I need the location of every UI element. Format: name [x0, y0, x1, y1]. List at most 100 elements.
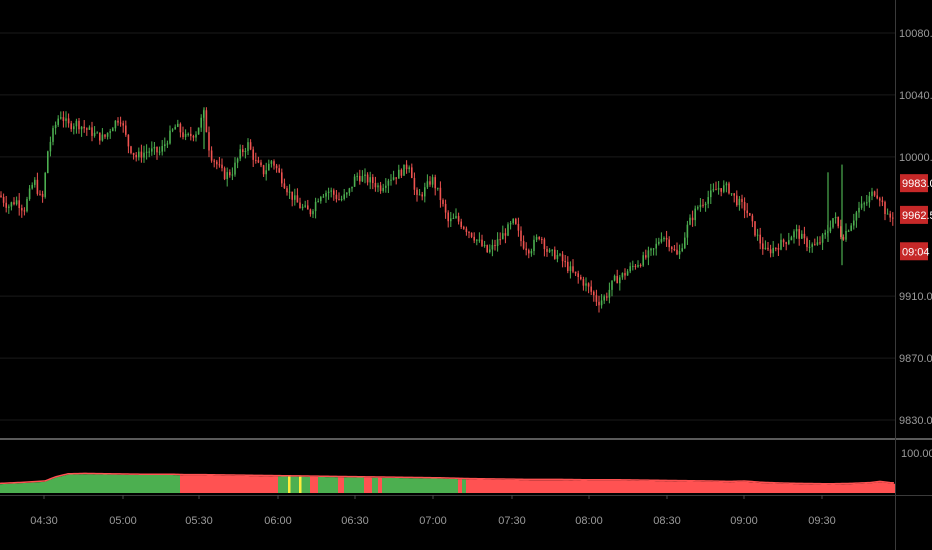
oscillator-marker: [288, 476, 291, 493]
candle-body: [702, 204, 704, 206]
candle-body: [312, 211, 314, 215]
candle-body: [0, 195, 2, 197]
candle-body: [650, 248, 652, 251]
candle-body: [772, 247, 774, 254]
candle-body: [2, 196, 5, 203]
candle-body: [182, 132, 184, 138]
candle-body: [517, 223, 520, 231]
oscillator-band: [378, 477, 382, 493]
candle-body: [806, 238, 808, 248]
candle-body: [299, 202, 301, 209]
candle-body: [78, 120, 80, 130]
candle-body: [283, 183, 286, 189]
candle-body: [210, 150, 213, 161]
candle-body: [216, 161, 218, 165]
candle-body: [837, 216, 839, 227]
oscillator-band: [466, 479, 895, 493]
candle-body: [741, 198, 743, 202]
candle-body: [486, 245, 488, 253]
candle-body: [41, 193, 44, 197]
candle-body: [483, 245, 486, 247]
candle-body: [231, 174, 234, 176]
oscillator-tick-label: 100.00: [901, 448, 932, 460]
candle-body: [777, 248, 780, 250]
candle-body: [317, 201, 319, 203]
candle-body: [197, 127, 200, 135]
candle-body: [309, 209, 312, 215]
candle-body: [496, 239, 499, 247]
candle-body: [795, 229, 798, 232]
candle-body: [715, 189, 717, 191]
candle-body: [793, 231, 795, 238]
candle-body: [665, 237, 668, 240]
candle-body: [639, 264, 642, 266]
candle-body: [832, 218, 834, 228]
candle-body: [184, 133, 187, 138]
candle-body: [824, 232, 826, 235]
candle-body: [600, 300, 603, 306]
candle-body: [223, 168, 226, 180]
candle-body: [863, 203, 865, 205]
candle-body: [535, 237, 538, 240]
candle-body: [424, 187, 426, 197]
candle-body: [707, 197, 709, 204]
time-tick-label: 07:00: [419, 515, 447, 527]
candle-body: [788, 240, 790, 244]
candle-body: [164, 144, 166, 147]
candle-body: [387, 180, 390, 186]
candle-body: [130, 146, 132, 153]
candle-body: [70, 123, 72, 130]
candle-body: [892, 217, 894, 219]
candle-body: [868, 196, 871, 203]
candle-body: [119, 122, 122, 124]
candle-body: [457, 216, 460, 222]
oscillator-band: [318, 476, 338, 493]
candle-body: [413, 177, 416, 190]
candle-body: [676, 249, 678, 255]
candle-body: [782, 239, 785, 243]
candle-body: [346, 192, 348, 195]
candle-body: [769, 249, 772, 254]
price-tick-label: 9830.00: [899, 415, 932, 427]
candle-body: [509, 223, 512, 225]
candle-body: [504, 233, 507, 236]
candle-body: [845, 230, 847, 240]
candle-body: [733, 193, 735, 196]
candle-body: [265, 170, 267, 175]
candle-body: [520, 230, 522, 242]
oscillator-band: [278, 476, 310, 493]
candle-body: [663, 237, 665, 240]
time-tick-label: 07:30: [498, 515, 526, 527]
candle-body: [691, 217, 694, 221]
candle-body: [780, 239, 782, 250]
candle-body: [226, 172, 228, 180]
time-axis[interactable]: 04:30 05:00 05:30 06:00 06:30 07:00 07:30 08:00…: [30, 495, 836, 527]
oscillator-axis[interactable]: 100.00: [901, 448, 932, 460]
candle-body: [611, 280, 613, 290]
candle-body: [335, 194, 338, 200]
candle-body: [140, 151, 143, 158]
candle-body: [67, 118, 70, 124]
candle-body: [249, 142, 252, 150]
price-badge-label: 09:04: [902, 246, 930, 258]
candle-body: [743, 201, 746, 211]
candle-body: [808, 246, 811, 248]
candle-body: [481, 239, 483, 246]
candle-body: [533, 239, 535, 252]
candle-body: [398, 169, 400, 179]
candle-body: [574, 271, 577, 274]
candle-body: [452, 218, 455, 220]
candle-body: [161, 146, 163, 152]
candle-body: [647, 250, 650, 258]
price-badges: 9983.00 9962.50 09:04: [900, 174, 932, 261]
candle-body: [247, 142, 249, 151]
candle-body: [530, 251, 533, 254]
price-axis[interactable]: 10080.00 10040.00 10000.00 9910.00 9870.00 98…: [899, 28, 932, 427]
candle-body: [75, 120, 78, 127]
candle-body: [200, 117, 202, 128]
candle-body: [728, 183, 730, 194]
candle-body: [543, 239, 546, 250]
candle-body: [252, 149, 254, 160]
candle-body: [850, 225, 852, 231]
